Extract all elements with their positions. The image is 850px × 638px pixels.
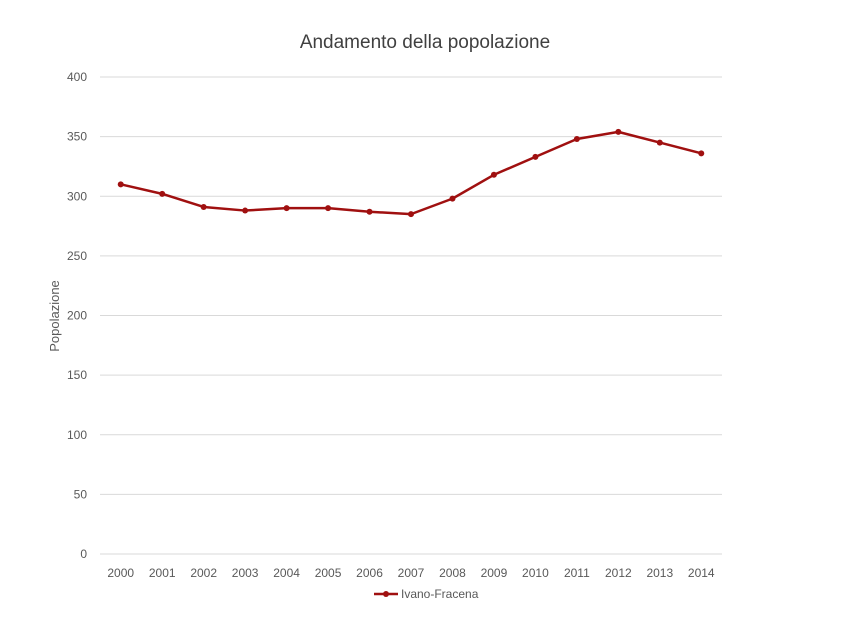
y-tick-label: 200: [67, 309, 87, 323]
x-tick-label: 2008: [439, 566, 466, 580]
x-tick-label: 2009: [481, 566, 508, 580]
y-tick-label: 300: [67, 189, 87, 203]
chart-title: Andamento della popolazione: [300, 32, 550, 53]
gridlines: [100, 76, 722, 555]
x-tick-label: 2002: [190, 566, 217, 580]
legend-swatch-marker: [383, 591, 389, 597]
data-point: [408, 211, 414, 218]
x-tick-label: 2007: [398, 566, 425, 580]
y-tick-label: 0: [80, 547, 87, 561]
x-tick-label: 2014: [688, 566, 715, 580]
data-point: [283, 205, 290, 212]
y-tick-label: 350: [67, 130, 87, 144]
data-point: [532, 153, 539, 160]
y-tick-label: 400: [67, 70, 87, 84]
legend: Ivano-Fracena: [374, 587, 479, 601]
x-tick-label: 2006: [356, 566, 383, 580]
x-tick-label: 2001: [149, 566, 176, 580]
data-point: [573, 136, 580, 143]
y-axis-label: Popolazione: [47, 280, 62, 352]
x-tick-label: 2012: [605, 566, 632, 580]
data-point: [366, 208, 373, 215]
data-point: [242, 207, 249, 214]
y-tick-label: 150: [67, 368, 87, 382]
data-point: [490, 171, 497, 178]
y-axis-ticks: 0 50 100 150 200 250 300 350 400: [67, 70, 87, 561]
x-tick-label: 2010: [522, 566, 549, 580]
x-tick-label: 2004: [273, 566, 300, 580]
x-tick-label: 2005: [315, 566, 342, 580]
data-point: [159, 190, 166, 197]
data-point: [117, 181, 124, 188]
legend-label: Ivano-Fracena: [401, 587, 479, 601]
x-tick-label: 2000: [107, 566, 134, 580]
series-line: [120, 130, 702, 216]
data-point: [325, 205, 332, 212]
y-tick-label: 100: [67, 428, 87, 442]
data-point: [449, 195, 456, 202]
data-point: [698, 150, 705, 157]
data-point: [200, 203, 207, 210]
x-tick-label: 2003: [232, 566, 259, 580]
y-tick-label: 50: [74, 487, 88, 501]
data-point: [615, 128, 622, 135]
data-point: [656, 139, 663, 146]
x-tick-label: 2013: [646, 566, 673, 580]
series-layer: [117, 128, 705, 218]
x-tick-label: 2011: [564, 566, 590, 580]
x-axis-ticks: 2000 2001 2002 2003 2004 2005 2006 2007 2008 2009…: [107, 566, 715, 580]
y-tick-label: 250: [67, 249, 87, 263]
